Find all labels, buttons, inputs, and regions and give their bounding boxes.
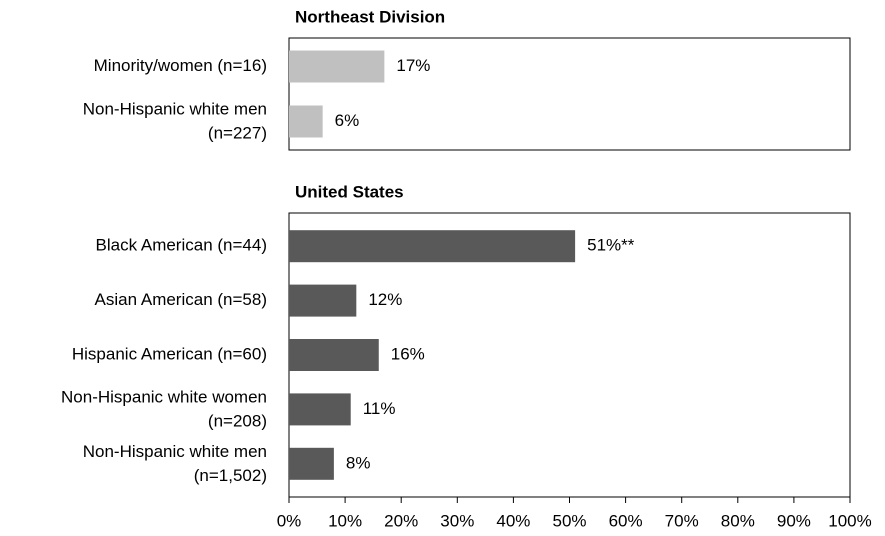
bar (289, 393, 351, 426)
value-label: 6% (335, 111, 360, 130)
category-label: Non-Hispanic white men (n=1,502) (83, 442, 267, 485)
value-label: 11% (363, 399, 396, 418)
value-label: 16% (391, 344, 425, 363)
value-label: 51%** (587, 236, 635, 255)
x-tick-label: 80% (721, 511, 755, 530)
x-tick-label: 20% (384, 511, 418, 530)
panel-title: United States (295, 182, 404, 201)
x-tick-label: 30% (440, 511, 474, 530)
category-label: Non-Hispanic white women (n=208) (61, 388, 267, 431)
panel-title: Northeast Division (295, 7, 445, 26)
x-tick-label: 60% (609, 511, 643, 530)
plot-frame (288, 37, 851, 151)
x-tick-label: 100% (828, 511, 871, 530)
x-tick-label: 40% (496, 511, 530, 530)
category-label: Asian American (n=58) (95, 290, 267, 309)
bar (289, 284, 357, 317)
bar (289, 105, 323, 138)
x-tick-label: 10% (328, 511, 362, 530)
value-label: 12% (368, 290, 402, 309)
value-label: 17% (396, 56, 430, 75)
x-tick-label: 0% (277, 511, 302, 530)
category-label: Hispanic American (n=60) (72, 344, 267, 363)
x-tick-label: 50% (552, 511, 586, 530)
category-label: Minority/women (n=16) (94, 56, 267, 75)
x-tick-label: 90% (777, 511, 811, 530)
x-tick-label: 70% (665, 511, 699, 530)
category-label: Non-Hispanic white men (n=227) (83, 100, 267, 143)
category-label: Black American (n=44) (96, 236, 268, 255)
bar (289, 447, 334, 480)
bar (289, 339, 379, 371)
bar (289, 50, 385, 83)
bar (289, 230, 576, 263)
value-label: 8% (346, 453, 371, 472)
